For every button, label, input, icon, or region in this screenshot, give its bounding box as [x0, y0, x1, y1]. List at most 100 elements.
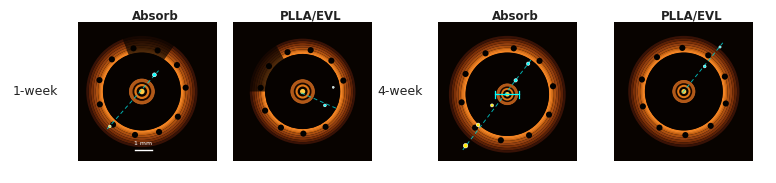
Circle shape [722, 100, 729, 107]
Wedge shape [122, 33, 175, 92]
Circle shape [300, 89, 305, 94]
Wedge shape [100, 49, 184, 134]
Circle shape [639, 76, 645, 83]
Text: Absorb: Absorb [492, 10, 539, 23]
Wedge shape [247, 43, 303, 92]
Wedge shape [454, 41, 561, 148]
Circle shape [332, 86, 334, 88]
Circle shape [110, 122, 116, 128]
Circle shape [526, 132, 532, 138]
Circle shape [298, 87, 307, 96]
Text: Absorb: Absorb [132, 10, 178, 23]
Wedge shape [449, 36, 566, 153]
Circle shape [323, 124, 329, 130]
Circle shape [505, 92, 510, 97]
Circle shape [503, 90, 511, 99]
Wedge shape [262, 51, 343, 132]
Wedge shape [255, 43, 351, 140]
Circle shape [137, 86, 147, 97]
Wedge shape [638, 45, 730, 138]
Circle shape [719, 46, 721, 48]
Wedge shape [459, 45, 556, 143]
Wedge shape [461, 48, 554, 141]
Circle shape [103, 53, 181, 130]
Circle shape [133, 82, 151, 101]
Circle shape [673, 80, 695, 103]
Wedge shape [643, 50, 726, 133]
Wedge shape [258, 47, 347, 136]
Circle shape [679, 45, 685, 51]
Circle shape [296, 84, 310, 99]
Circle shape [677, 85, 691, 98]
Circle shape [708, 123, 714, 129]
Circle shape [152, 73, 156, 77]
Circle shape [679, 87, 688, 96]
Circle shape [466, 53, 549, 136]
Text: PLLA/EVL: PLLA/EVL [661, 10, 722, 23]
Circle shape [154, 47, 161, 54]
Circle shape [266, 63, 272, 69]
Circle shape [130, 45, 137, 51]
Circle shape [96, 77, 102, 83]
Circle shape [703, 65, 706, 68]
Circle shape [483, 50, 489, 56]
Circle shape [654, 54, 660, 60]
Wedge shape [463, 50, 552, 138]
Circle shape [182, 85, 189, 91]
Circle shape [300, 131, 307, 137]
Wedge shape [631, 38, 737, 145]
Wedge shape [642, 49, 726, 134]
Circle shape [550, 83, 556, 89]
Wedge shape [633, 41, 735, 142]
Circle shape [682, 132, 688, 138]
Wedge shape [640, 48, 728, 135]
Circle shape [130, 79, 154, 104]
Circle shape [175, 114, 181, 120]
Circle shape [294, 83, 311, 100]
Circle shape [258, 85, 264, 91]
Wedge shape [99, 48, 185, 135]
Wedge shape [629, 36, 740, 147]
Circle shape [500, 86, 515, 102]
Circle shape [645, 53, 722, 130]
Circle shape [639, 103, 646, 109]
Wedge shape [256, 45, 349, 138]
Text: PLLA/EVL: PLLA/EVL [279, 10, 341, 23]
Wedge shape [88, 38, 195, 145]
Circle shape [109, 125, 111, 128]
Text: 1-week: 1-week [12, 85, 57, 98]
Circle shape [324, 104, 326, 107]
Circle shape [501, 88, 514, 100]
Circle shape [341, 78, 346, 84]
Circle shape [291, 80, 314, 103]
Circle shape [511, 45, 517, 51]
Circle shape [472, 125, 478, 131]
Circle shape [134, 84, 150, 99]
Circle shape [97, 101, 103, 107]
Circle shape [463, 143, 468, 148]
Circle shape [490, 104, 494, 107]
Circle shape [328, 58, 334, 64]
Circle shape [536, 58, 542, 64]
Text: 4-week: 4-week [377, 85, 422, 98]
Circle shape [722, 74, 728, 80]
Wedge shape [263, 52, 342, 131]
Circle shape [109, 56, 115, 62]
Circle shape [675, 83, 692, 100]
Circle shape [497, 84, 518, 105]
Circle shape [139, 89, 144, 94]
Circle shape [656, 125, 663, 131]
Circle shape [285, 49, 290, 55]
Circle shape [526, 62, 530, 65]
Circle shape [462, 71, 469, 77]
Circle shape [278, 125, 284, 131]
Circle shape [262, 108, 268, 114]
Wedge shape [261, 50, 345, 133]
Text: 1 mm: 1 mm [134, 141, 152, 146]
Circle shape [681, 89, 686, 94]
Circle shape [546, 112, 552, 118]
Circle shape [307, 47, 314, 53]
Wedge shape [452, 38, 563, 150]
Wedge shape [101, 50, 183, 133]
Wedge shape [95, 45, 188, 138]
